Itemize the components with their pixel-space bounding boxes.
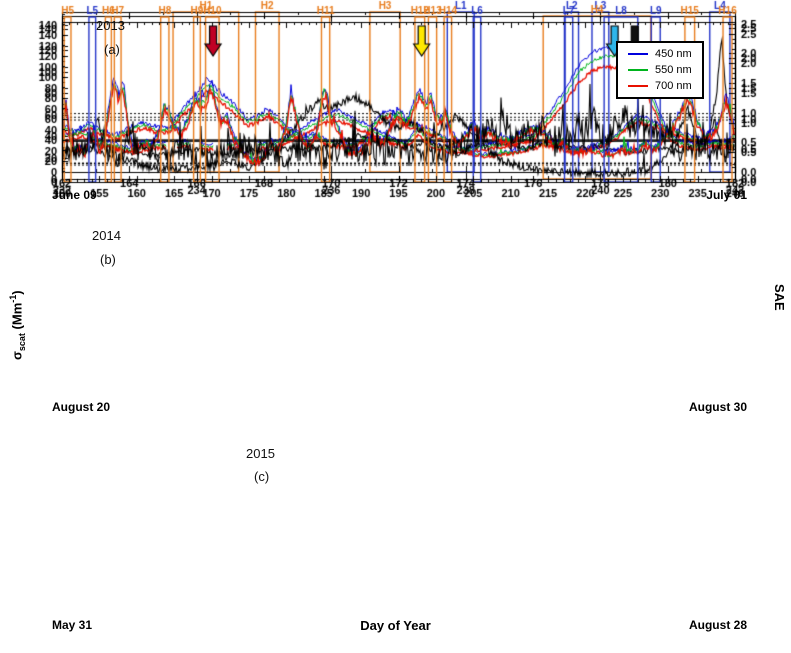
panel-c-year-label: 2015 xyxy=(246,446,275,461)
y-axis-title-sae: SAE xyxy=(772,284,787,311)
legend: 450 nm 550 nm 700 nm xyxy=(616,41,704,99)
sigma-exponent: -1 xyxy=(8,294,18,303)
sigma-symbol: σ xyxy=(9,351,25,360)
panel-b-letter-label: (b) xyxy=(100,252,116,267)
panel-a-date-end: July 01 xyxy=(706,188,747,202)
panel-b-date-start: August 20 xyxy=(52,400,111,414)
legend-entry-550nm: 550 nm xyxy=(628,64,692,76)
panel-a-letter-label: (a) xyxy=(104,42,120,57)
y-axis-title-sigma-scat: σscat (Mm-1) xyxy=(8,290,27,360)
sigma-subscript: scat xyxy=(16,333,27,352)
sigma-unit-close: ) xyxy=(9,290,25,295)
panel-a-date-start: June 09 xyxy=(52,188,97,202)
panel-c-letter-label: (c) xyxy=(254,469,270,484)
panel-b-year-label: 2014 xyxy=(92,228,121,243)
x-axis-title: Day of Year xyxy=(360,618,431,633)
legend-swatch-450nm-icon xyxy=(628,53,648,55)
panel-a-year-label: 2013 xyxy=(96,18,125,33)
legend-label-700nm: 700 nm xyxy=(655,80,692,92)
legend-label-550nm: 550 nm xyxy=(655,64,692,76)
panel-b-date-end: August 30 xyxy=(688,400,747,414)
panel-c-plot-canvas xyxy=(0,0,791,235)
legend-entry-700nm: 700 nm xyxy=(628,80,692,92)
legend-label-450nm: 450 nm xyxy=(655,48,692,60)
legend-swatch-550nm-icon xyxy=(628,69,648,71)
panel-c-date-end: August 28 xyxy=(688,618,747,632)
legend-swatch-700nm-icon xyxy=(628,85,648,87)
sigma-unit: (Mm xyxy=(9,302,25,334)
legend-entry-450nm: 450 nm xyxy=(628,48,692,60)
panel-c-date-start: May 31 xyxy=(52,618,93,632)
